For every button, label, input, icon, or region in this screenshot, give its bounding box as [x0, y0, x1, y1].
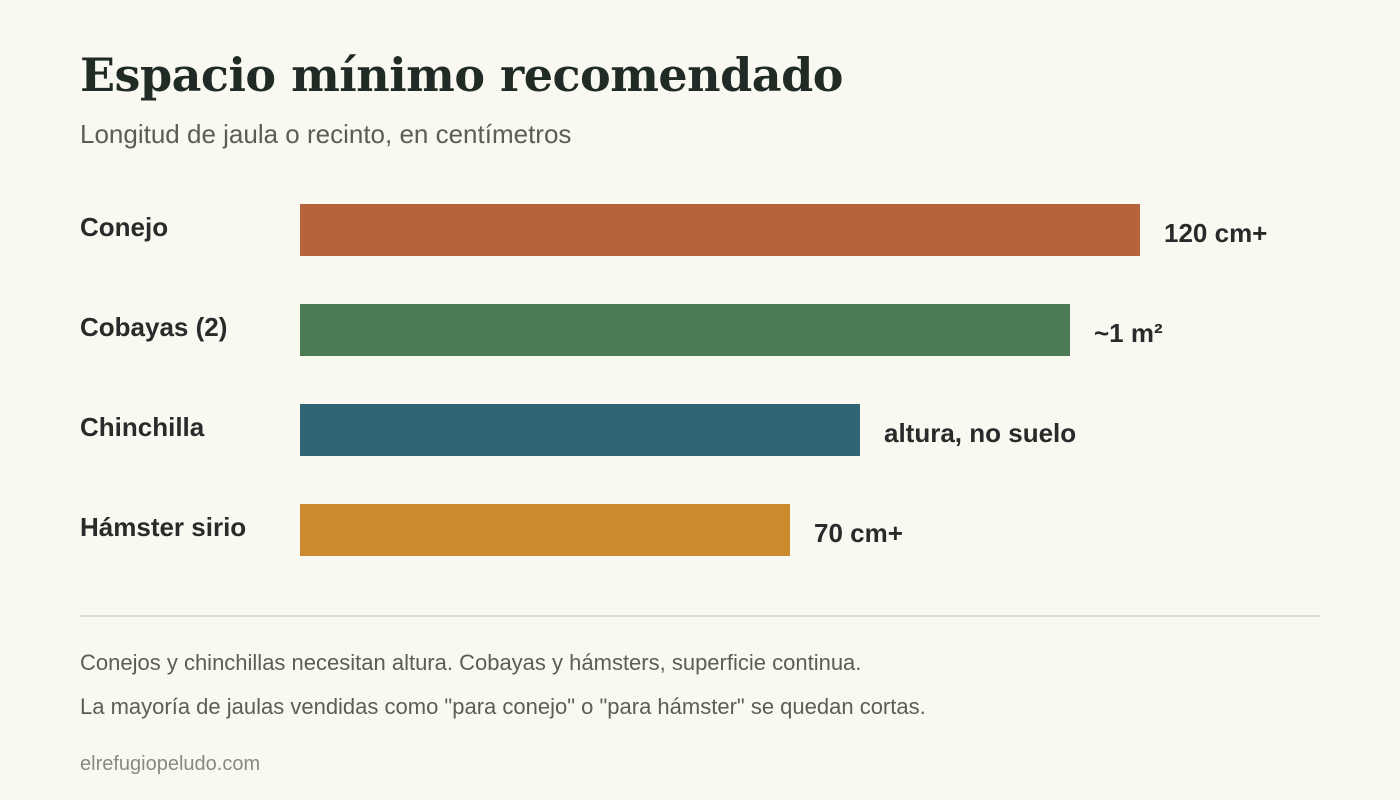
value-label: altura, no suelo	[884, 418, 1077, 448]
bar	[300, 204, 1140, 256]
bar	[300, 304, 1070, 356]
bar-chart: Conejo 120 cm+ Cobayas (2) ~1 m² Chinchilla a…	[80, 204, 1268, 556]
divider	[80, 615, 1320, 617]
value-label: 70 cm+	[814, 518, 903, 548]
category-label: Chinchilla	[80, 412, 205, 442]
footnote-line-1: Conejos y chinchillas necesitan altura. …	[80, 650, 862, 675]
source-credit: elrefugiopeludo.com	[80, 753, 261, 775]
value-label: ~1 m²	[1094, 318, 1163, 348]
bar	[300, 504, 790, 556]
value-label: 120 cm+	[1164, 218, 1268, 248]
footnote-line-2: La mayoría de jaulas vendidas como "para…	[80, 694, 926, 719]
chart-subtitle: Longitud de jaula o recinto, en centímet…	[80, 119, 572, 149]
category-label: Hámster sirio	[80, 512, 247, 542]
chart-title: Espacio mínimo recomendado	[80, 48, 843, 102]
category-label: Conejo	[80, 212, 169, 242]
category-label: Cobayas (2)	[80, 312, 228, 342]
bar	[300, 404, 860, 456]
